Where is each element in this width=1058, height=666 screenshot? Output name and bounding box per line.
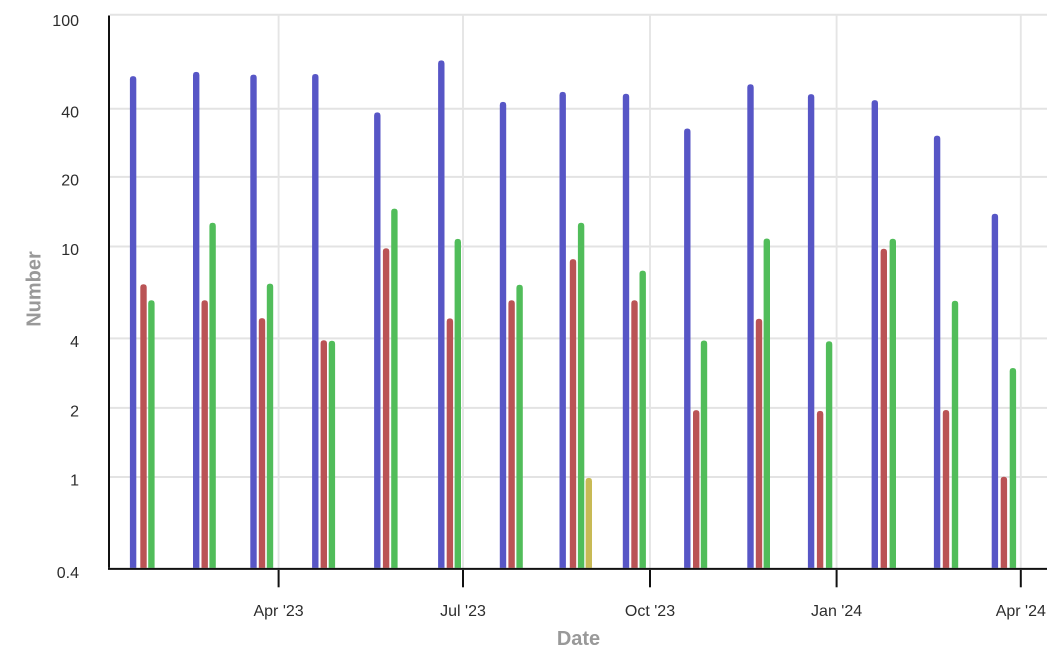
svg-text:10: 10 [61,242,79,259]
svg-text:100: 100 [52,13,79,30]
svg-text:Oct '23: Oct '23 [625,603,675,620]
svg-text:20: 20 [61,173,79,190]
svg-text:Date: Date [557,628,600,650]
svg-text:1: 1 [70,473,79,490]
svg-text:Apr '24: Apr '24 [996,603,1046,620]
svg-text:Jan '24: Jan '24 [811,603,862,620]
svg-text:40: 40 [61,105,79,122]
svg-text:0.4: 0.4 [57,565,79,582]
svg-text:Apr '23: Apr '23 [253,603,303,620]
svg-text:2: 2 [70,404,79,421]
svg-text:4: 4 [70,334,79,351]
svg-text:Number: Number [24,251,46,327]
svg-text:Jul '23: Jul '23 [440,603,486,620]
